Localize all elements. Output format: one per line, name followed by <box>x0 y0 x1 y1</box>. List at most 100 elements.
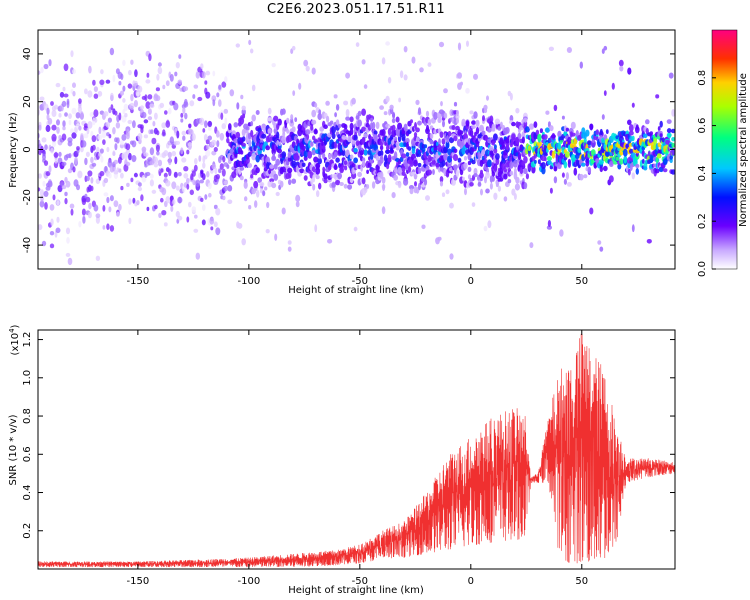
spectrogram-cell <box>202 173 206 181</box>
spectrogram-cell <box>641 158 645 164</box>
spectrogram-cell <box>627 119 632 126</box>
spectrogram-cell <box>463 162 468 169</box>
spectrogram-cell <box>102 205 106 212</box>
snr-x-tick-label: 0 <box>468 576 474 587</box>
spectrogram-cell <box>55 227 61 234</box>
spectrogram-cell <box>501 141 505 148</box>
spectrogram-cell <box>319 126 325 132</box>
spectrogram-cell <box>235 131 241 139</box>
spectrogram-cell <box>63 63 69 72</box>
spectrogram-cell <box>290 114 294 120</box>
spectrogram-cell <box>151 189 157 194</box>
spectrogram-cell <box>389 104 394 110</box>
spectrogram-cell <box>367 162 372 168</box>
spectrogram-cell <box>99 79 105 86</box>
spectrogram-cell <box>130 177 134 183</box>
spectrogram-cell <box>603 90 607 96</box>
spectrogram-cell <box>156 150 160 156</box>
spectrogram-cell <box>505 143 510 150</box>
spectrogram-cell <box>68 119 72 126</box>
spectrogram-cell <box>456 109 459 117</box>
spectrogram-cell <box>241 142 246 147</box>
spectrogram-cell <box>282 131 286 137</box>
spectrogram-cell <box>567 136 572 145</box>
spectrogram-cell <box>334 112 337 118</box>
spectrogram-cell <box>159 102 165 108</box>
spectrogram-cell <box>536 141 542 147</box>
spectrogram-cell <box>109 195 114 202</box>
spectrogram-cell <box>455 114 460 119</box>
spectrogram-cell <box>115 211 120 217</box>
spectrogram-cell <box>361 136 366 143</box>
spectrogram-cell <box>248 205 252 210</box>
spectrogram-cell <box>486 126 492 133</box>
spectrogram-x-label: Height of straight line (km) <box>288 285 424 296</box>
spectrogram-cell <box>272 152 276 161</box>
spectrogram-cell <box>186 183 190 190</box>
spectrogram-cell <box>177 196 183 204</box>
spectrogram-cell <box>61 161 67 166</box>
spectrogram-cell <box>160 197 164 203</box>
spectrogram-cell <box>671 109 675 117</box>
spectrogram-cell <box>81 140 87 148</box>
spectrogram-cell <box>244 196 248 202</box>
spectrogram-cell <box>248 39 252 46</box>
spectrogram-cell <box>215 174 220 180</box>
spectrogram-cell <box>106 223 110 230</box>
spectrogram-cell <box>80 134 84 142</box>
spectrogram-cell <box>464 188 467 196</box>
spectrogram-cell <box>61 100 67 107</box>
spectrogram-cell <box>327 164 332 171</box>
spectrogram-cell <box>65 252 71 257</box>
spectrogram-cell <box>66 98 70 105</box>
spectrogram-cell <box>265 229 270 234</box>
spectrogram-cell <box>485 171 490 179</box>
spectrogram-cell <box>439 181 444 187</box>
spectrogram-cell <box>349 177 354 184</box>
spectrogram-cell <box>276 131 280 140</box>
spectrogram-cell <box>334 141 338 149</box>
spectrogram-cell <box>269 178 275 183</box>
spectrogram-cell <box>63 93 69 98</box>
spectrogram-cell <box>531 165 536 174</box>
spectrogram-cell <box>233 122 239 128</box>
spectrogram-cell <box>539 128 544 134</box>
spectrogram-cell <box>305 129 311 135</box>
snr-x-tick-label: -150 <box>127 576 150 587</box>
spectrogram-cell <box>153 163 159 168</box>
spectrogram-cell <box>101 130 107 139</box>
spectrogram-cell <box>437 236 442 241</box>
spectrogram-cell <box>509 115 514 122</box>
spectrogram-cell <box>108 172 112 179</box>
spectrogram-cell <box>310 124 314 131</box>
spectrogram-cell <box>497 185 501 192</box>
spectrogram-cell <box>43 160 49 166</box>
spectrogram-cell <box>475 140 480 148</box>
spectrogram-cell <box>603 45 608 51</box>
spectrogram-cell <box>137 186 143 192</box>
spectrogram-cell <box>80 111 84 120</box>
spectrogram-cell <box>413 132 418 138</box>
spectrogram-cell <box>426 124 429 132</box>
spectrogram-cell <box>136 91 140 97</box>
spectrogram-cell <box>671 142 675 148</box>
colorbar-gradient <box>711 29 738 270</box>
spectrogram-cell <box>540 162 546 170</box>
spectrogram-cell <box>125 161 131 167</box>
spectrogram-cell <box>385 149 391 154</box>
spectrogram-cell <box>189 100 195 107</box>
spectrogram-cell <box>298 82 302 90</box>
spectrogram-cell <box>169 74 174 82</box>
spectrogram-cell <box>120 185 124 191</box>
spectrogram-cell <box>617 163 622 170</box>
spectrogram-cell <box>391 118 396 124</box>
spectrogram-cell <box>305 65 310 72</box>
spectrogram-cell <box>469 182 474 187</box>
spectrogram-cell <box>204 120 208 128</box>
spectrogram-cell <box>373 130 378 135</box>
spectrogram-cell <box>486 95 489 101</box>
spectrogram-cell <box>453 135 458 142</box>
spectrogram-cell <box>202 204 206 212</box>
spectrogram-cell <box>534 159 537 164</box>
spectrogram-cell <box>133 172 138 178</box>
